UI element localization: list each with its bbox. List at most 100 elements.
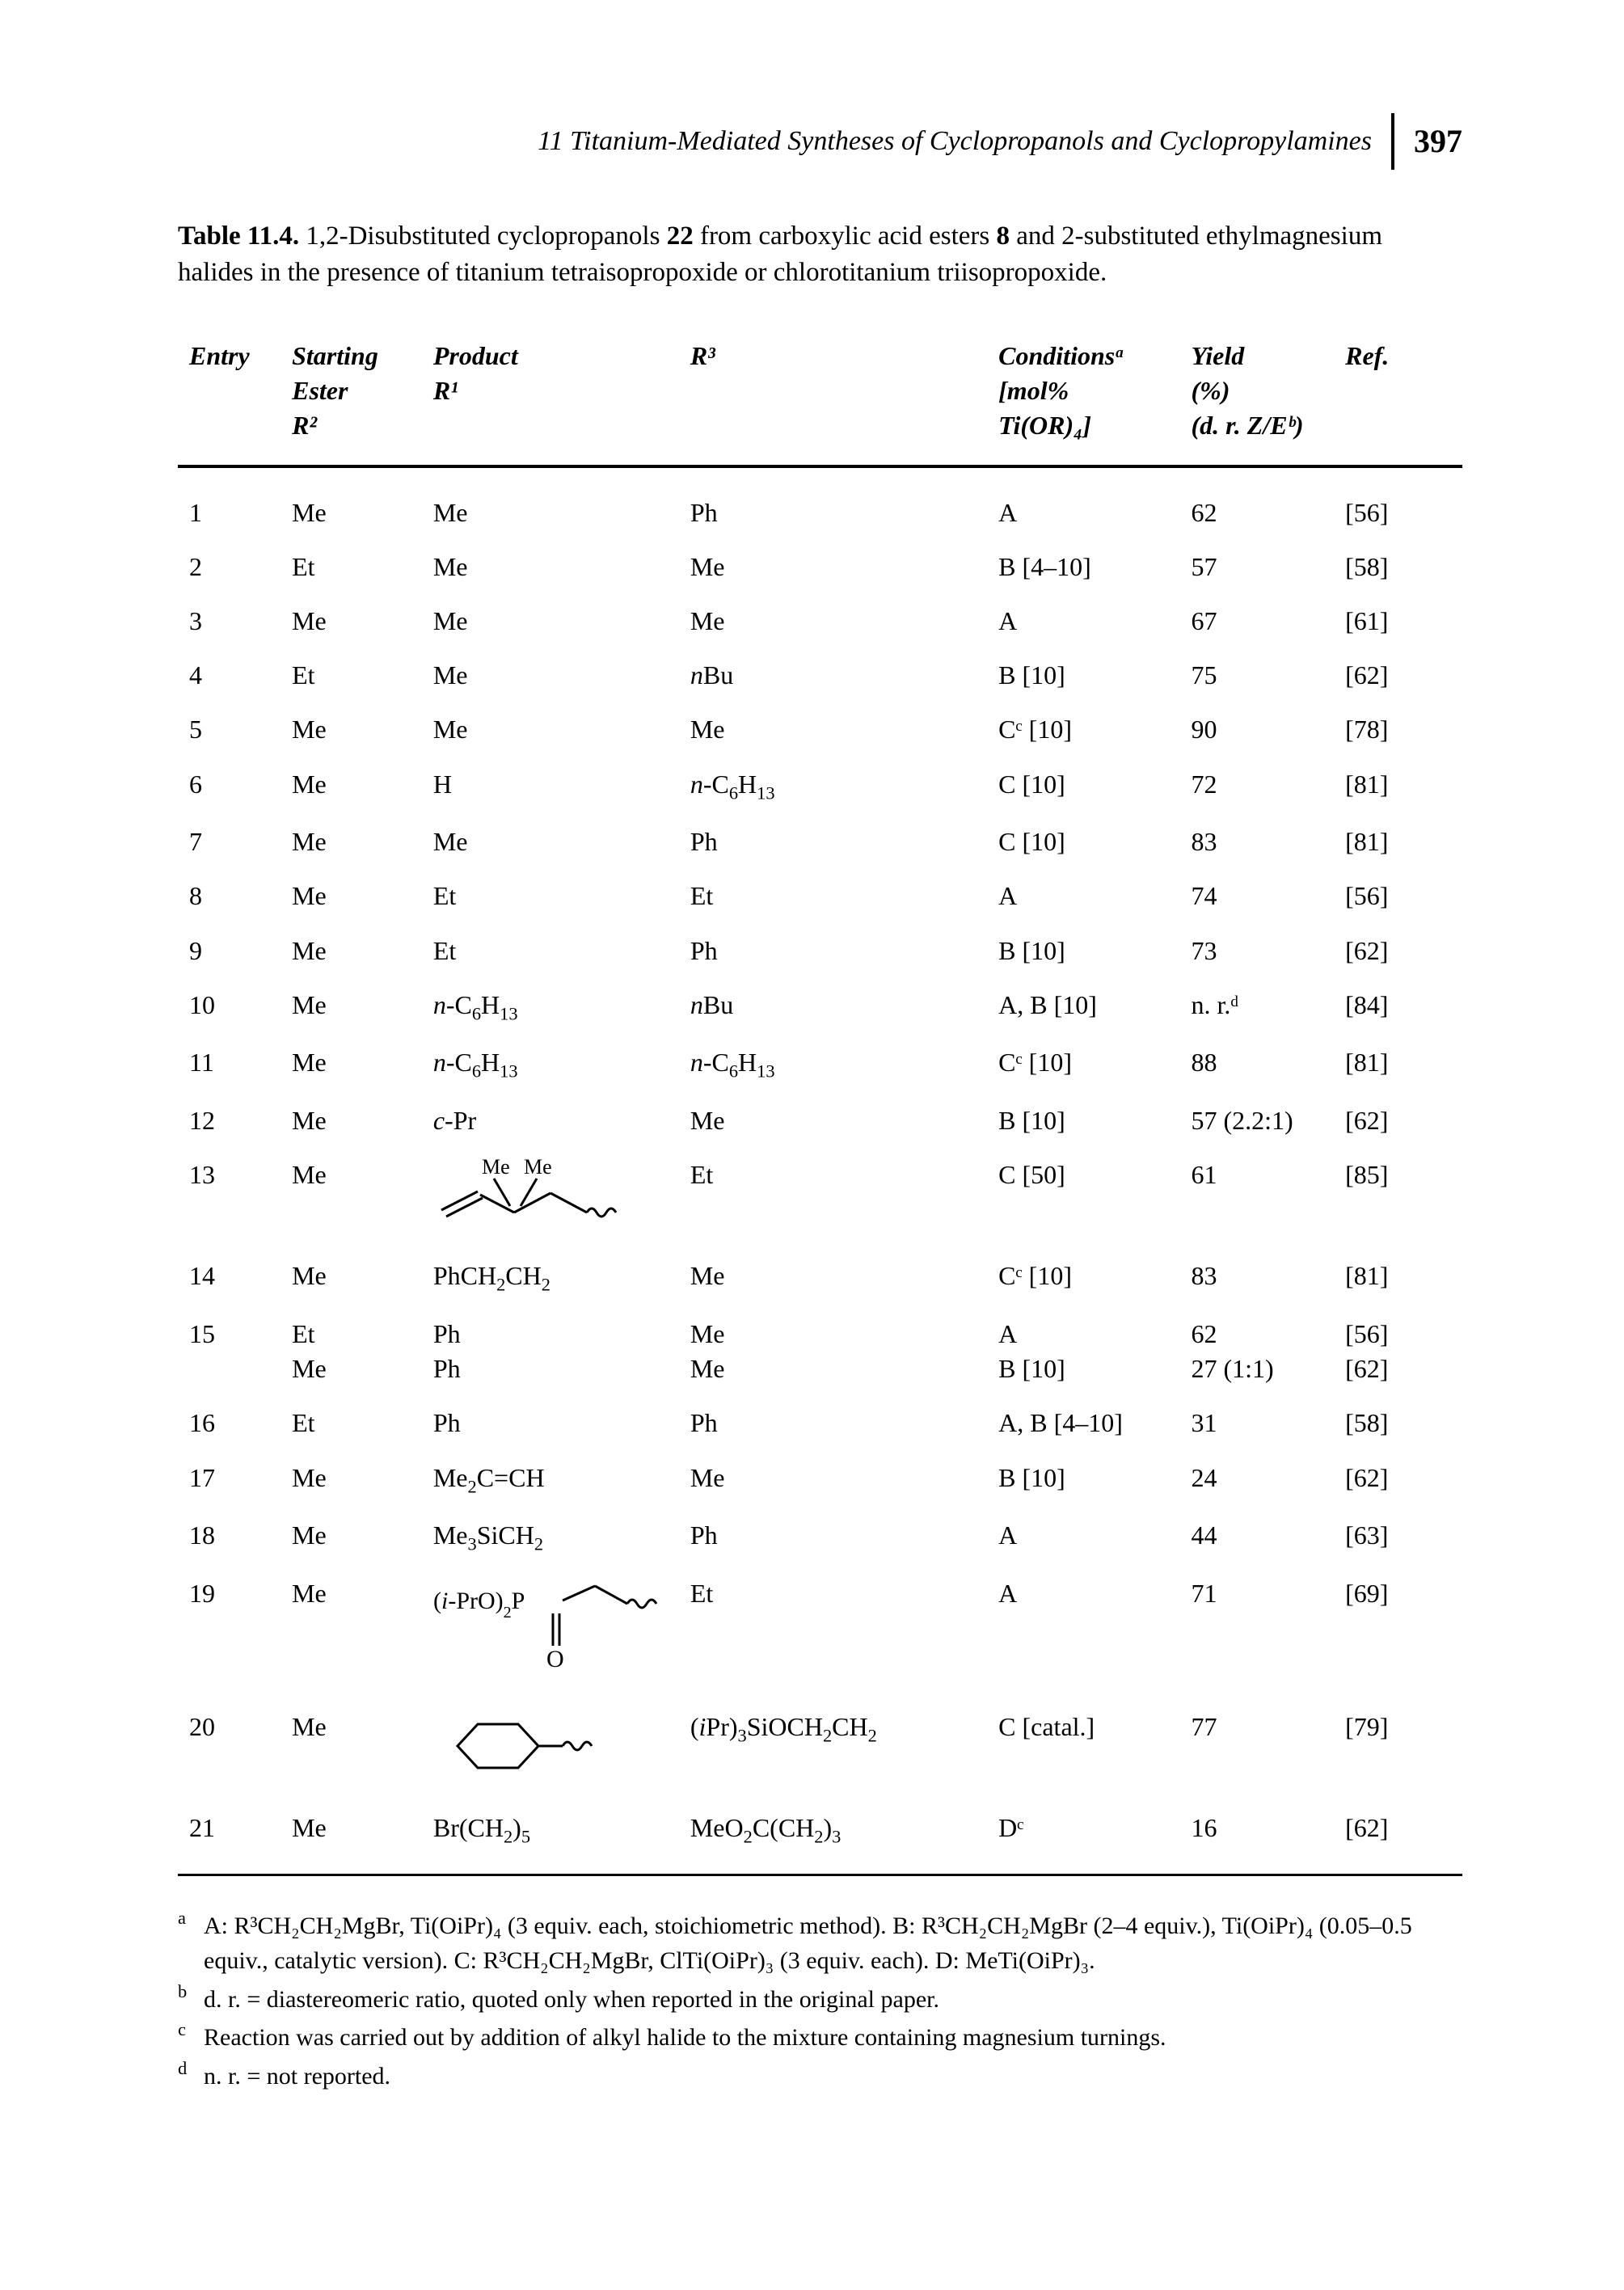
table-row: 8MeEtEtA74[56] <box>178 869 1462 923</box>
cell-yield: 83 <box>1179 815 1334 869</box>
table-row: 3MeMeMeA67[61] <box>178 594 1462 648</box>
running-head: 11 Titanium-Mediated Syntheses of Cyclop… <box>178 113 1462 170</box>
cell-r1: c-Pr <box>422 1094 679 1148</box>
cell-ref: [56] <box>1334 869 1462 923</box>
cell-entry: 5 <box>178 702 281 757</box>
cell-yield: 72 <box>1179 757 1334 816</box>
cell-cond: AB [10] <box>987 1307 1179 1396</box>
cell-ref: [69] <box>1334 1567 1462 1700</box>
th-r3: R³ <box>679 331 987 466</box>
cell-entry: 19 <box>178 1567 281 1700</box>
cell-cond: Cᶜ [10] <box>987 702 1179 757</box>
cell-yield: 73 <box>1179 924 1334 978</box>
th-cond-l2: [mol% <box>998 376 1069 405</box>
cell-r1: H <box>422 757 679 816</box>
th-yield-l1: Yield <box>1191 341 1244 370</box>
table-row: 15EtMePhPhMeMeAB [10]6227 (1:1)[56][62] <box>178 1307 1462 1396</box>
cell-cond: A <box>987 1567 1179 1700</box>
footnote-c-text: Reaction was carried out by addition of … <box>204 2020 1166 2056</box>
cell-ref: [81] <box>1334 1249 1462 1307</box>
cell-r3: Me <box>679 1094 987 1148</box>
cell-yield: 83 <box>1179 1249 1334 1307</box>
page-number: 397 <box>1414 120 1462 163</box>
th-ref: Ref. <box>1334 331 1462 466</box>
cell-r3: Ph <box>679 815 987 869</box>
cell-ref: [56] <box>1334 486 1462 540</box>
footnote-b-text: d. r. = diastereomeric ratio, quoted onl… <box>204 1982 939 2018</box>
cell-entry: 2 <box>178 540 281 594</box>
svg-text:Me: Me <box>482 1158 510 1179</box>
cell-cond: A <box>987 869 1179 923</box>
cell-r3: Et <box>679 1567 987 1700</box>
cell-ref: [62] <box>1334 1094 1462 1148</box>
cell-cond: A <box>987 486 1179 540</box>
cell-ester: Me <box>281 1508 422 1567</box>
cell-ref: [62] <box>1334 648 1462 702</box>
cell-yield: 77 <box>1179 1700 1334 1801</box>
cell-r1: PhPh <box>422 1307 679 1396</box>
cell-ester: Me <box>281 1035 422 1094</box>
cell-ref: [62] <box>1334 1451 1462 1509</box>
cell-ester: Me <box>281 1567 422 1700</box>
table-row: 17MeMe2C=CHMeB [10]24[62] <box>178 1451 1462 1509</box>
cell-entry: 9 <box>178 924 281 978</box>
cell-r3: nBu <box>679 648 987 702</box>
table-row: 1MeMePhA62[56] <box>178 486 1462 540</box>
th-entry: Entry <box>178 331 281 466</box>
cell-yield: 67 <box>1179 594 1334 648</box>
svg-text:Me: Me <box>524 1158 552 1179</box>
cell-r3: MeO2C(CH2)3 <box>679 1801 987 1859</box>
cell-entry: 18 <box>178 1508 281 1567</box>
cell-yield: 31 <box>1179 1396 1334 1450</box>
cell-entry: 16 <box>178 1396 281 1450</box>
cell-ref: [58] <box>1334 1396 1462 1450</box>
cell-r3: Me <box>679 702 987 757</box>
cell-ref: [56][62] <box>1334 1307 1462 1396</box>
structure-row13-icon: Me Me <box>433 1158 627 1239</box>
cell-yield: 71 <box>1179 1567 1334 1700</box>
cell-r3: (iPr)3SiOCH2CH2 <box>679 1700 987 1801</box>
footnote-c: cReaction was carried out by addition of… <box>178 2020 1462 2056</box>
cell-r3: Me <box>679 594 987 648</box>
cell-ester: Me <box>281 869 422 923</box>
cell-cond: A, B [10] <box>987 978 1179 1036</box>
header-rule <box>1391 113 1394 170</box>
caption-bold-8: 8 <box>996 221 1010 251</box>
table-row: 12Mec-PrMeB [10]57 (2.2:1)[62] <box>178 1094 1462 1148</box>
cell-r1: Me <box>422 702 679 757</box>
table-row: 5MeMeMeCᶜ [10]90[78] <box>178 702 1462 757</box>
table-row: 11Men-C6H13n-C6H13Cᶜ [10]88[81] <box>178 1035 1462 1094</box>
cell-r1: Me <box>422 815 679 869</box>
svg-text:(i-PrO)2P: (i-PrO)2P <box>433 1588 525 1622</box>
cell-ester: Me <box>281 1801 422 1859</box>
cell-entry: 1 <box>178 486 281 540</box>
cell-ester: Me <box>281 757 422 816</box>
cell-entry: 21 <box>178 1801 281 1859</box>
cell-r3: Ph <box>679 486 987 540</box>
cell-ester: Me <box>281 1094 422 1148</box>
cell-cond: Dᶜ <box>987 1801 1179 1859</box>
table-row: 21MeBr(CH2)5MeO2C(CH2)3Dᶜ16[62] <box>178 1801 1462 1859</box>
cell-entry: 12 <box>178 1094 281 1148</box>
th-yield: Yield (%) (d. r. Z/Eᵇ) <box>1179 331 1334 466</box>
cell-r1: Br(CH2)5 <box>422 1801 679 1859</box>
caption-text-2: from carboxylic acid esters <box>694 221 997 251</box>
cell-r1: Me <box>422 486 679 540</box>
cell-r1: Me Me <box>422 1148 679 1249</box>
table-row: 19Me (i-PrO)2P O EtA71[69] <box>178 1567 1462 1700</box>
th-ester: Starting Ester R² <box>281 331 422 466</box>
structure-row19-icon: (i-PrO)2P O <box>433 1576 668 1690</box>
cell-ester: Me <box>281 978 422 1036</box>
th-ester-l2: Ester <box>292 376 348 405</box>
cell-r3: Me <box>679 1451 987 1509</box>
cell-entry: 7 <box>178 815 281 869</box>
cell-cond: B [10] <box>987 924 1179 978</box>
cell-ester: Me <box>281 1700 422 1801</box>
cell-r3: n-C6H13 <box>679 757 987 816</box>
table-row: 2EtMeMeB [4–10]57[58] <box>178 540 1462 594</box>
cell-ester: Me <box>281 924 422 978</box>
cell-r3: Me <box>679 1249 987 1307</box>
cell-r3: Me <box>679 540 987 594</box>
th-ester-l1: Starting <box>292 341 378 370</box>
footnotes: aA: R³CH₂CH₂MgBr, Ti(OiPr)₄ (3 equiv. ea… <box>178 1908 1462 2094</box>
